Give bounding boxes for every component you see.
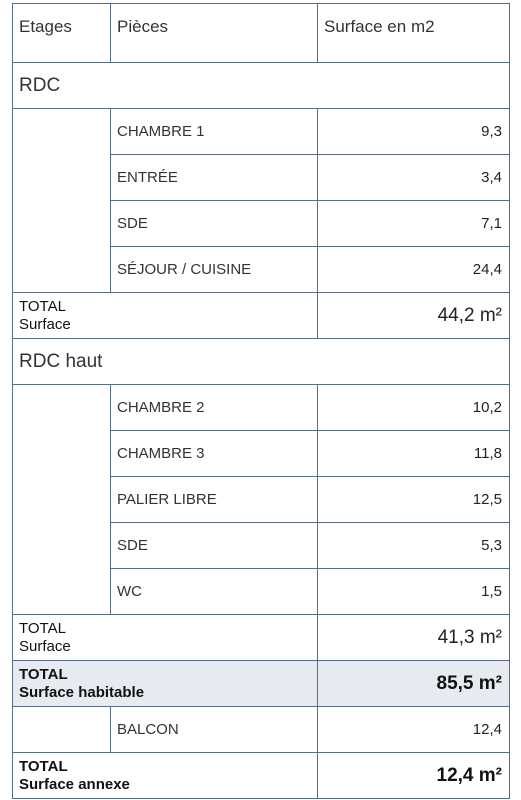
room-name: SDE (110, 522, 318, 569)
total-label-line1: TOTAL (19, 619, 66, 637)
room-area: 12,5 (317, 476, 510, 523)
annexe-label-line2: Surface annexe (19, 775, 130, 793)
total-row-rdc: TOTAL Surface 44,2 m² (12, 292, 510, 339)
table-row: WC 1,5 (13, 568, 510, 615)
total-value: 41,3 m² (317, 614, 510, 661)
table-row: CHAMBRE 2 10,2 (12, 384, 510, 615)
etage-blank-cell (12, 108, 111, 293)
annexe-label-line1: TOTAL (19, 757, 68, 775)
room-area: 5,3 (317, 522, 510, 569)
section-row-rdc: RDC (12, 62, 510, 109)
habitable-label-line1: TOTAL (19, 665, 68, 683)
table-row: ENTRÉE 3,4 (13, 154, 510, 201)
total-label-line2: Surface (19, 315, 71, 333)
habitable-label: TOTAL Surface habitable (12, 660, 318, 707)
surface-table: Etages Pièces Surface en m2 RDC CHAMBRE … (12, 3, 510, 799)
room-name: CHAMBRE 3 (110, 430, 318, 477)
room-area: 12,4 (317, 706, 510, 753)
room-area: 3,4 (317, 154, 510, 201)
total-label: TOTAL Surface (12, 614, 318, 661)
table-row: CHAMBRE 3 11,8 (13, 430, 510, 477)
total-row-habitable: TOTAL Surface habitable 85,5 m² (12, 660, 510, 707)
room-name: ENTRÉE (110, 154, 318, 201)
etage-blank-cell (12, 706, 111, 753)
total-label-line1: TOTAL (19, 297, 66, 315)
room-area: 10,2 (317, 384, 510, 431)
total-label: TOTAL Surface (12, 292, 318, 339)
room-name: BALCON (110, 706, 318, 753)
annexe-label: TOTAL Surface annexe (12, 752, 318, 799)
room-name: CHAMBRE 2 (110, 384, 318, 431)
room-name: WC (110, 568, 318, 615)
table-row: SDE 7,1 (13, 200, 510, 247)
room-name: PALIER LIBRE (110, 476, 318, 523)
table-row: BALCON 12,4 (12, 706, 510, 753)
table-row: CHAMBRE 1 9,3 (12, 108, 510, 293)
annexe-value: 12,4 m² (317, 752, 510, 799)
table-row: PALIER LIBRE 12,5 (13, 476, 510, 523)
header-etages: Etages (12, 3, 111, 63)
room-area: 11,8 (317, 430, 510, 477)
total-row-annexe: TOTAL Surface annexe 12,4 m² (12, 752, 510, 799)
table-row: SÉJOUR / CUISINE 24,4 (13, 246, 510, 293)
room-area: 9,3 (317, 108, 510, 155)
total-row-rdc-haut: TOTAL Surface 41,3 m² (12, 614, 510, 661)
section-title-rdc: RDC (12, 62, 510, 109)
room-name: SÉJOUR / CUISINE (110, 246, 318, 293)
total-value: 44,2 m² (317, 292, 510, 339)
header-pieces: Pièces (110, 3, 318, 63)
room-name: CHAMBRE 1 (110, 108, 318, 155)
table-row: SDE 5,3 (13, 522, 510, 569)
habitable-value: 85,5 m² (317, 660, 510, 707)
total-label-line2: Surface (19, 637, 71, 655)
room-area: 24,4 (317, 246, 510, 293)
room-name: SDE (110, 200, 318, 247)
habitable-label-line2: Surface habitable (19, 683, 145, 701)
room-area: 1,5 (317, 568, 510, 615)
room-area: 7,1 (317, 200, 510, 247)
section-title-rdc-haut: RDC haut (12, 338, 510, 385)
section-row-rdc-haut: RDC haut (12, 338, 510, 385)
etage-blank-cell (12, 384, 111, 615)
header-surface: Surface en m2 (317, 3, 510, 63)
table-header-row: Etages Pièces Surface en m2 (12, 3, 510, 63)
